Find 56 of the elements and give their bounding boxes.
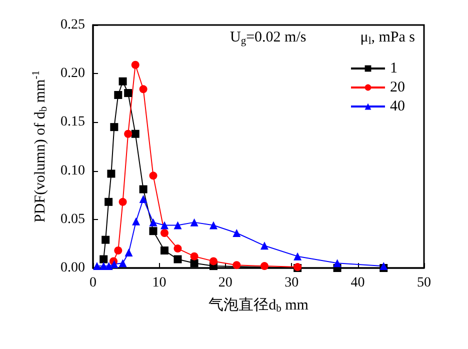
point [124, 130, 132, 138]
x-tick-label: 10 [152, 276, 166, 290]
point [118, 259, 127, 268]
x-tick-label: 50 [417, 276, 431, 290]
x-tick-label: 30 [284, 276, 299, 290]
point [124, 89, 132, 98]
point [131, 60, 140, 69]
y-tick-label: 0.25 [60, 18, 85, 32]
x-tick-label: 0 [90, 276, 96, 290]
point [174, 221, 182, 230]
legend-label: 20 [390, 80, 405, 96]
point [131, 130, 140, 138]
point [132, 217, 140, 226]
point [118, 198, 127, 206]
x-tick-label: 40 [350, 276, 365, 290]
point [190, 218, 198, 226]
point [139, 185, 148, 194]
point [260, 262, 268, 270]
point [160, 246, 168, 255]
point [102, 236, 110, 244]
point [294, 252, 302, 260]
y-tick-label: 0.00 [60, 260, 85, 276]
y-axis-title: PDF(volumn) of db mm-1 [31, 70, 50, 222]
point [114, 246, 122, 254]
point [100, 255, 108, 264]
point [160, 221, 168, 230]
point [107, 170, 116, 178]
point [110, 123, 118, 132]
legend-label: 40 [390, 98, 405, 114]
point [124, 248, 133, 256]
y-tick-label: 0.15 [60, 114, 85, 130]
point [174, 244, 182, 253]
y-tick-label: 0.05 [60, 212, 85, 227]
point [174, 255, 182, 264]
point [149, 172, 158, 180]
point [114, 90, 122, 99]
point [139, 194, 148, 203]
point [232, 229, 241, 238]
point [260, 242, 268, 250]
point [232, 261, 241, 270]
point [209, 257, 218, 266]
point [209, 221, 218, 230]
point [333, 259, 342, 268]
legend-label: 1 [390, 60, 398, 76]
point [139, 85, 148, 94]
x-tick-label: 20 [218, 276, 232, 290]
point [104, 198, 113, 206]
point [160, 229, 168, 238]
point [149, 218, 158, 226]
point [110, 260, 118, 268]
y-tick-label: 0.10 [60, 163, 85, 178]
point [190, 259, 198, 268]
point [149, 227, 158, 236]
y-tick-label: 0.20 [60, 66, 85, 82]
point [118, 77, 127, 86]
point [190, 252, 198, 260]
